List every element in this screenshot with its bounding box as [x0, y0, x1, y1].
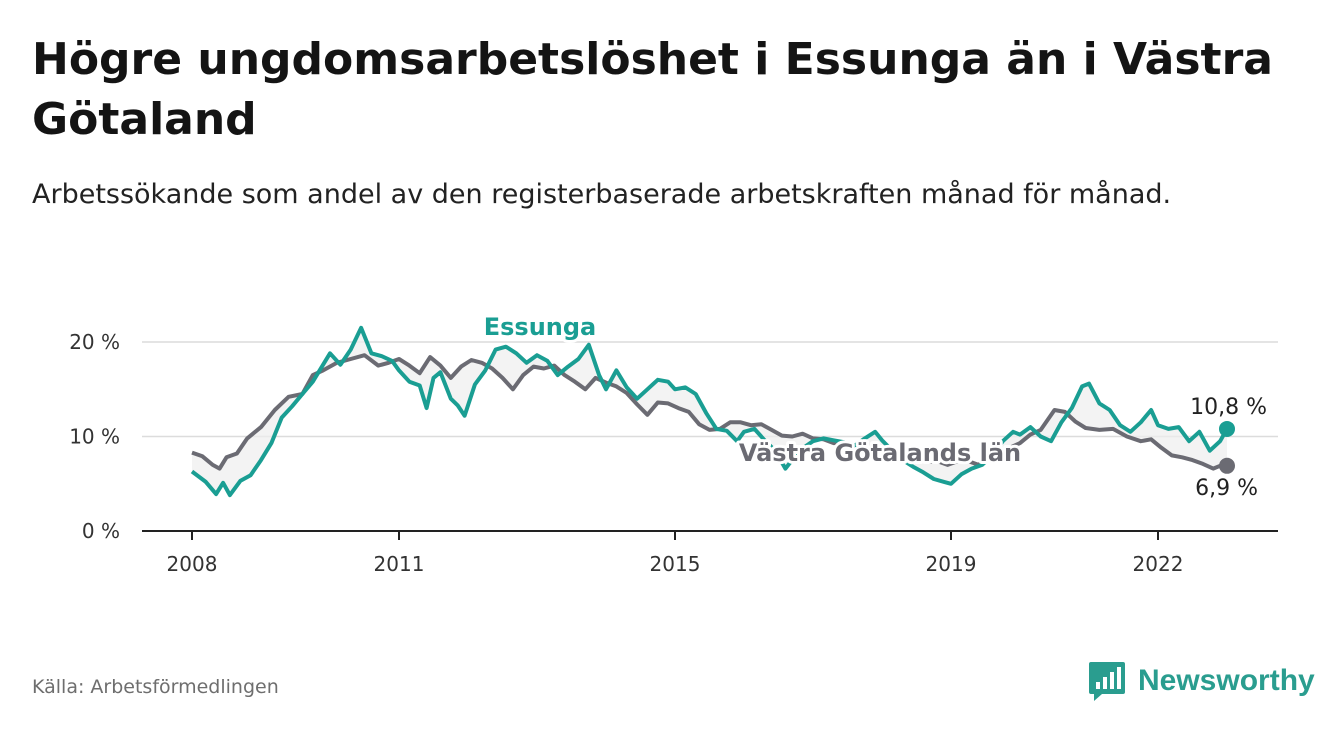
source-note: Källa: Arbetsförmedlingen: [32, 676, 279, 698]
x-tick-label: 2022: [1133, 552, 1184, 576]
end-label-vastra-gotaland: 6,9 %: [1195, 476, 1258, 501]
y-tick-label: 10 %: [69, 425, 120, 449]
end-point-vastra-gotaland: [1219, 457, 1235, 474]
newsworthy-logo-icon: [1089, 662, 1125, 701]
x-tick-label: 2008: [167, 552, 218, 576]
end-label-essunga: 10,8 %: [1190, 395, 1267, 420]
series-label-vastra-gotaland: Västra Götalands län: [739, 439, 1021, 467]
x-tick-label: 2011: [374, 552, 425, 576]
y-tick-label: 20 %: [69, 330, 120, 354]
chart-subtitle: Arbetssökande som andel av den registerb…: [32, 179, 1172, 210]
end-point-essunga: [1219, 420, 1235, 437]
x-tick-label: 2019: [926, 552, 977, 576]
newsworthy-brand[interactable]: Newsworthy: [1088, 660, 1315, 702]
series-label-essunga: Essunga: [484, 313, 597, 341]
chart-title: Högre ungdomsarbetslöshet i Essunga än i…: [32, 34, 1273, 145]
y-tick-label: 0 %: [82, 519, 120, 543]
brand-name: Newsworthy: [1138, 664, 1315, 697]
series-line-essunga: [190, 325, 1229, 498]
x-tick-label: 2015: [650, 552, 701, 576]
